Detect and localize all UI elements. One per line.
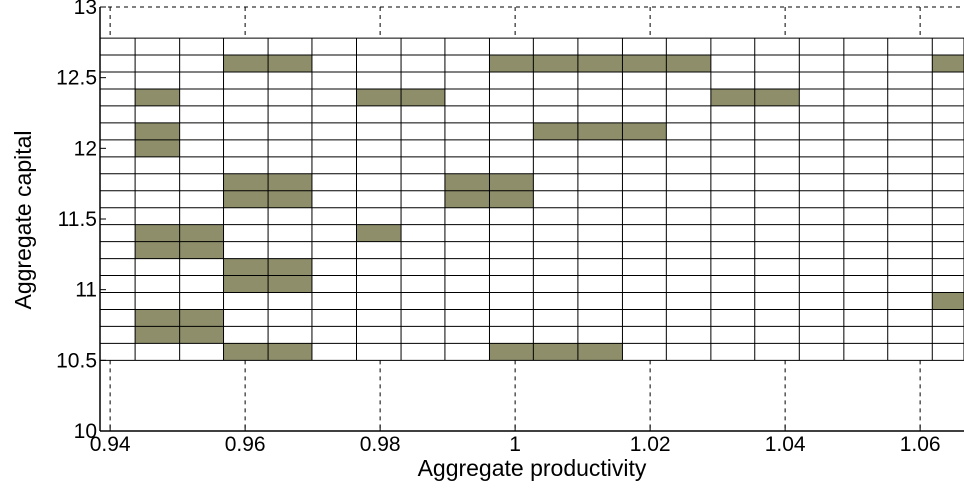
occupied-cell <box>932 55 964 73</box>
occupied-cell <box>223 275 269 293</box>
y-tick-label: 13 <box>74 0 97 19</box>
occupied-cell <box>666 55 711 73</box>
occupied-cell <box>179 326 224 344</box>
occupied-cell <box>533 122 578 140</box>
occupied-cell <box>268 190 312 208</box>
occupied-cell <box>577 343 623 361</box>
occupied-cell <box>356 224 402 242</box>
cells-layer <box>135 55 964 361</box>
occupied-cell <box>401 88 445 106</box>
x-tick-label: 1 <box>509 433 521 456</box>
occupied-cell <box>179 224 224 242</box>
occupied-cell <box>135 326 180 344</box>
occupied-cell <box>444 190 490 208</box>
occupied-cell <box>135 224 180 242</box>
occupied-cell <box>533 55 578 73</box>
occupied-cell <box>268 55 312 73</box>
y-tick-label: 11 <box>75 279 97 302</box>
x-axis-label: Aggregate productivity <box>418 455 647 481</box>
occupied-cell <box>577 55 623 73</box>
occupied-cell <box>179 309 224 327</box>
occupied-cell <box>135 122 180 140</box>
y-tick-label: 10.5 <box>56 349 97 372</box>
occupied-cell <box>223 55 269 73</box>
occupied-cell <box>489 343 534 361</box>
x-tick-label: 1.04 <box>765 433 806 456</box>
occupied-cell <box>754 88 800 106</box>
occupied-cell <box>179 241 224 259</box>
grid-layer <box>99 6 964 432</box>
occupied-cell <box>135 241 180 259</box>
occupied-cell <box>268 258 312 276</box>
occupied-cell <box>135 88 180 106</box>
occupied-cell <box>223 173 269 191</box>
occupied-cell <box>223 190 269 208</box>
y-tick-label: 12.5 <box>56 67 97 90</box>
occupied-cell <box>622 55 667 73</box>
occupied-cell <box>135 139 180 157</box>
occupied-cell <box>577 122 623 140</box>
occupied-cell <box>268 275 312 293</box>
y-tick-label: 10 <box>74 420 97 443</box>
occupied-cell <box>533 343 578 361</box>
occupied-cell <box>223 258 269 276</box>
occupied-cell <box>622 122 667 140</box>
occupied-cell <box>932 292 964 310</box>
x-tick-label: 0.94 <box>90 433 131 456</box>
y-axis-label: Aggregate capital <box>10 130 36 309</box>
occupied-cell <box>710 88 755 106</box>
occupied-cell <box>489 190 534 208</box>
y-tick-label: 12 <box>74 137 97 160</box>
x-tick-label: 1.06 <box>900 433 941 456</box>
occupied-cell <box>268 343 312 361</box>
occupied-cell <box>268 173 312 191</box>
occupied-cell <box>489 173 534 191</box>
occupied-cell <box>135 309 180 327</box>
x-tick-label: 0.98 <box>360 433 401 456</box>
x-tick-label: 1.02 <box>630 433 671 456</box>
y-tick-label: 11.5 <box>58 208 97 231</box>
occupied-cell <box>489 55 534 73</box>
ticks-layer: 0.94 0.96 0.98 1 1.02 1.04 1.06 10 10.5 11 11.5 12 1… <box>56 0 940 456</box>
occupied-cell <box>356 88 402 106</box>
occupied-cell <box>444 173 490 191</box>
x-tick-label: 0.96 <box>225 433 266 456</box>
occupied-cell <box>223 343 269 361</box>
